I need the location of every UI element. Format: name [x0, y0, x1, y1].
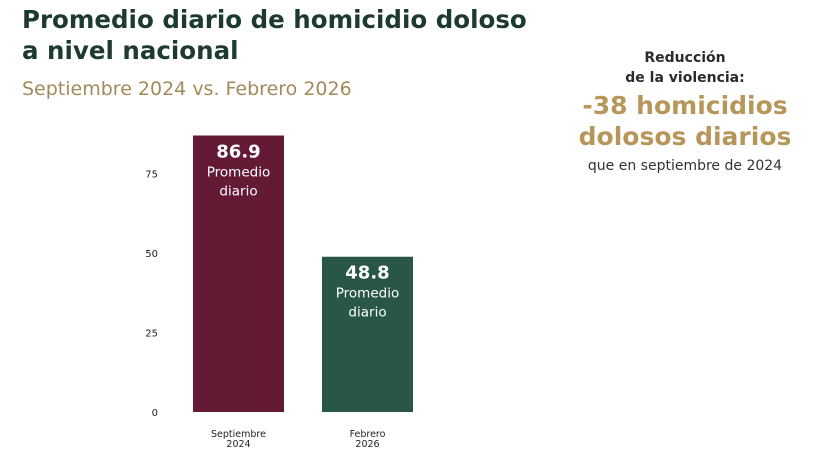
bar-sublabel-0-0: Promedio — [207, 165, 270, 181]
chart-title-line-2: a nivel nacional — [22, 36, 239, 65]
y-tick-label-3: 75 — [145, 169, 158, 180]
x-tick-label-1-0: Febrero — [350, 429, 386, 440]
callout-title-line-2: de la violencia: — [625, 70, 745, 86]
callout-number-line-2: dolosos diarios — [578, 122, 792, 151]
callout-note: que en septiembre de 2024 — [587, 158, 783, 174]
x-tick-label-1-1: 2026 — [355, 439, 379, 450]
callout-title-line-1: Reducción — [644, 50, 726, 66]
y-tick-label-1: 25 — [145, 328, 158, 339]
bar-value-label-1: 48.8 — [345, 263, 389, 284]
x-tick-label-0-0: Septiembre — [211, 429, 266, 440]
bar-1 — [322, 256, 413, 412]
callout-number: -38 homicidios dolosos diarios — [560, 90, 810, 152]
bar-0 — [193, 135, 284, 412]
callout-number-line-1: -38 homicidios — [582, 91, 788, 120]
bar-value-label-0: 86.9 — [216, 142, 260, 163]
x-tick-label-0-1: 2024 — [226, 439, 250, 450]
chart-subtitle: Septiembre 2024 vs. Febrero 2026 — [22, 78, 352, 100]
y-tick-label-2: 50 — [145, 249, 158, 260]
bar-sublabel-1-0: Promedio — [336, 286, 399, 302]
callout-title: Reducción de la violencia: — [560, 48, 810, 88]
bar-sublabel-1-1: diario — [348, 305, 386, 321]
reduction-callout: Reducción de la violencia: -38 homicidio… — [560, 48, 810, 176]
bar-sublabel-0-1: diario — [219, 184, 257, 200]
chart-title-line-1: Promedio diario de homicidio doloso — [22, 5, 527, 34]
chart-title: Promedio diario de homicidio doloso a ni… — [22, 4, 527, 66]
y-tick-label-0: 0 — [152, 408, 158, 419]
